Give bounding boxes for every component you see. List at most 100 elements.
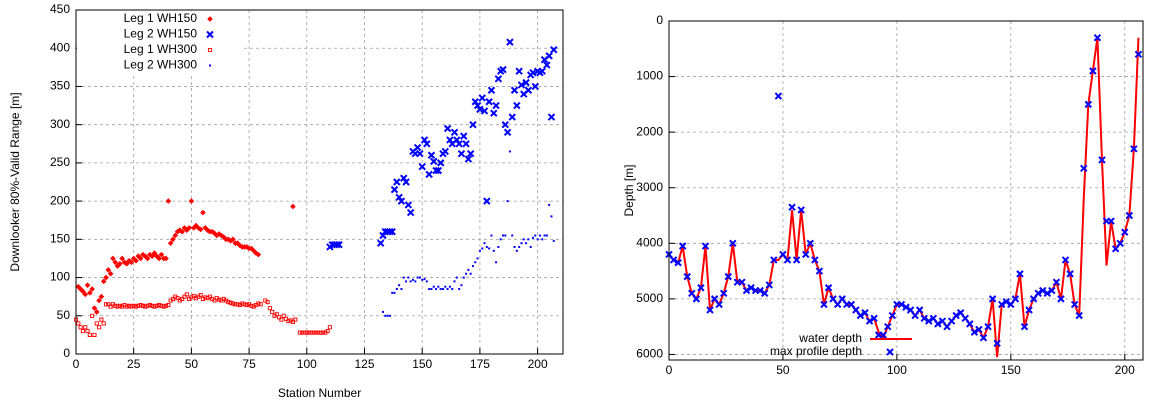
data-point [483,242,486,245]
data-point [490,234,493,237]
data-point [531,82,540,91]
x-tick-label: 50 [776,363,790,377]
data-point [105,267,112,273]
data-point [476,105,484,114]
data-point [97,325,102,330]
data-point [110,255,116,262]
chart: 0 50 100 150 200 250 300 350 400 450 0 25 50 75 100 125… [8,2,564,400]
data-point [80,288,86,295]
y-axis-label: Depth [m] [622,164,636,216]
data-point [688,289,696,298]
data-point [742,286,751,295]
data-point [436,159,445,167]
data-point [87,290,93,296]
data-point [167,240,174,246]
data-point [117,303,122,308]
data-point [107,270,114,277]
data-point [249,303,254,308]
data-point [1075,311,1083,320]
data-point [531,236,534,239]
data-point [729,239,737,248]
data-point [466,150,475,158]
data-point [386,314,389,317]
data-point [915,306,924,314]
data-point [407,276,410,279]
data-point [150,303,155,308]
data-point [112,259,119,266]
data-point [430,288,433,291]
data-point [441,288,444,291]
data-point [207,294,212,299]
data-point [706,306,714,314]
data-point [441,147,449,156]
data-point [469,120,477,129]
data-point [91,305,98,311]
data-point [227,238,234,244]
data-point [879,331,887,339]
data-point [929,314,938,323]
legend-label: Leg 2 WH300 [124,58,198,72]
data-point [984,322,992,331]
data-point [503,128,512,137]
data-point [223,298,229,303]
data-point [747,284,755,292]
data-point [221,296,226,302]
data-point [856,311,865,320]
legend-label: max profile depth [770,344,862,358]
data-point [683,272,691,281]
data-point [824,284,833,292]
data-point [527,238,530,241]
data-point [425,170,433,179]
data-point [393,178,401,186]
data-point [1025,306,1033,314]
plot-frame [75,9,564,355]
data-point [774,92,783,100]
data-point [1052,278,1061,286]
data-point [421,278,424,281]
data-point [783,256,792,264]
data-point [446,288,449,291]
data-point [203,295,208,300]
data-point [934,320,942,328]
data-point [674,259,682,267]
y-tick-label: 200 [50,193,70,207]
data-point [952,311,960,320]
data-point [430,157,438,166]
data-point [173,294,178,299]
data-point [902,303,910,311]
data-point [123,260,130,267]
data-point [761,289,769,298]
data-point [492,101,500,110]
y-tick-label: 50 [57,308,71,322]
data-point [165,198,172,204]
data-point [1070,300,1079,309]
data-point [156,255,162,262]
y-tick-label: 1000 [636,69,663,83]
x-tick-label: 150 [1001,363,1021,377]
data-point [416,150,424,158]
data-point [435,288,438,291]
data-point [508,150,511,153]
data-point [979,334,988,342]
data-point [508,113,516,121]
data-point [77,286,84,292]
data-point [552,239,555,242]
data-point [1043,289,1051,298]
data-point [418,276,421,279]
data-point [453,280,456,283]
data-point [943,322,951,331]
data-point [483,197,491,205]
data-point [518,245,521,248]
data-point [265,299,270,305]
data-point [235,302,240,307]
data-point [250,248,257,254]
data-point [256,301,261,306]
data-point [258,302,263,307]
data-point [1016,270,1024,278]
y-tick-label: 2000 [636,124,663,138]
data-point [499,65,507,74]
data-point [402,276,405,279]
data-point [852,306,860,314]
data-point [400,174,408,182]
data-point [80,329,85,334]
